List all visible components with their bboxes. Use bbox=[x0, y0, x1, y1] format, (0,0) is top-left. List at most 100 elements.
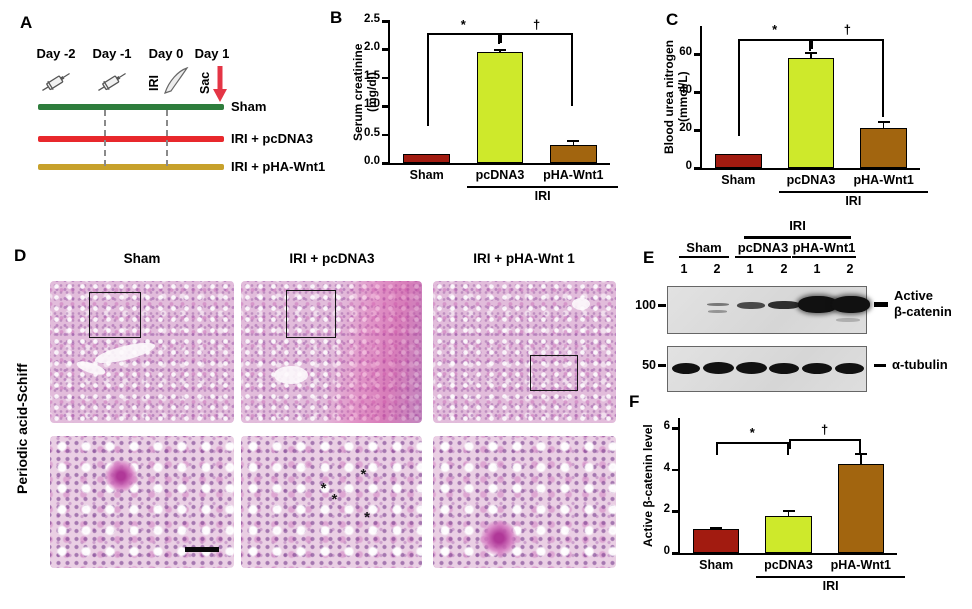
bar-sham bbox=[403, 154, 451, 163]
inset-box bbox=[529, 354, 578, 391]
y-tick-mark bbox=[382, 133, 390, 137]
group-underline bbox=[778, 191, 928, 193]
tubule-asterisk: * bbox=[320, 479, 327, 497]
blot-group-pcdna3: pcDNA3 bbox=[735, 240, 791, 258]
lane-number: 1 bbox=[813, 262, 821, 276]
sig-bracket-line bbox=[716, 441, 789, 444]
timeline-bar-iri-pcdna3 bbox=[38, 136, 224, 142]
sig-bracket-line bbox=[811, 39, 884, 42]
blot-group-pha-wnt1: pHA-Wnt1 bbox=[792, 240, 856, 258]
panel-a-letter: A bbox=[20, 13, 33, 32]
y-tick-label: 60 bbox=[679, 46, 692, 59]
y-tick-mark bbox=[694, 53, 702, 56]
timeline-bar-sham bbox=[38, 104, 224, 110]
y-tick-label: 0.5 bbox=[364, 126, 380, 139]
blot-image-alpha-tubulin bbox=[667, 346, 867, 392]
lane-number: 2 bbox=[713, 262, 721, 276]
sig-symbol: * bbox=[460, 16, 466, 32]
target-protein-label-line1: Active bbox=[894, 288, 934, 303]
tubule-asterisk: * bbox=[331, 491, 338, 509]
bar-pha-wnt1 bbox=[860, 128, 907, 168]
sig-bracket-drop bbox=[881, 39, 884, 117]
timeline-dashed-line bbox=[166, 110, 168, 166]
y-tick-mark bbox=[382, 105, 390, 108]
histology-column-iri-pha-wnt1: IRI + pHA-Wnt 1 bbox=[473, 251, 575, 266]
bar-pcdna3 bbox=[476, 52, 524, 163]
timeline-label-iri-pcdna3: IRI + pcDNA3 bbox=[231, 131, 313, 146]
y-tick-mark bbox=[672, 427, 680, 430]
error-bar-cap bbox=[494, 48, 506, 51]
glomerulus bbox=[480, 520, 517, 557]
y-tick-mark bbox=[694, 167, 702, 170]
y-tick-mark bbox=[672, 510, 680, 513]
error-bar bbox=[787, 511, 790, 516]
mw-marker-50: 50 bbox=[642, 358, 656, 372]
tubule-asterisk: * bbox=[364, 508, 370, 526]
histology-image-sham-low-mag bbox=[50, 281, 234, 423]
error-bar bbox=[882, 121, 885, 129]
chart-plot: 0.0 0.5 1.0 1.5 2.0 2.5 Sham pcDNA3 pHA-Wnt1 * † IR… bbox=[364, 13, 618, 203]
x-tick-label: Sham bbox=[721, 173, 756, 187]
y-tick-mark bbox=[382, 20, 390, 23]
bar-pcdna3 bbox=[787, 58, 835, 168]
scale-bar bbox=[185, 547, 220, 553]
inset-box bbox=[88, 292, 141, 339]
band-pointer-dash bbox=[874, 364, 886, 367]
error-bar bbox=[499, 49, 501, 53]
western-blot-panel: IRI Sham pcDNA3 pHA-Wnt1 1 2 1 2 1 2 bbox=[620, 218, 972, 402]
sig-bracket-drop bbox=[500, 33, 502, 43]
error-bar-cap bbox=[805, 52, 817, 55]
group-label: IRI bbox=[534, 189, 551, 203]
group-label: IRI bbox=[845, 194, 862, 208]
blot-band bbox=[802, 363, 832, 374]
x-tick-label: pHA-Wnt1 bbox=[853, 173, 914, 187]
x-tick-label: Sham bbox=[699, 558, 734, 572]
sig-bracket-drop bbox=[571, 33, 574, 107]
lane-number: 2 bbox=[780, 262, 788, 276]
blot-iri-overline bbox=[744, 236, 851, 239]
blot-band bbox=[769, 363, 799, 374]
histology-image-sham-high-mag bbox=[50, 436, 234, 568]
y-axis-label: Active β-catenin level bbox=[641, 424, 655, 547]
sig-bracket-drop bbox=[788, 438, 791, 450]
target-protein-label-line2: β-catenin bbox=[894, 304, 952, 319]
x-tick-label: Sham bbox=[409, 168, 444, 182]
bar-sham bbox=[715, 153, 762, 168]
y-axis-label: Blood urea nitrogen (mmol/L) bbox=[662, 40, 690, 154]
error-bar bbox=[810, 53, 812, 59]
bar-pcdna3 bbox=[765, 515, 812, 553]
syringe-icon bbox=[39, 68, 73, 101]
sig-bracket-drop bbox=[426, 33, 429, 127]
y-tick-mark bbox=[382, 76, 390, 80]
y-tick-label: 2 bbox=[663, 503, 670, 516]
group-underline bbox=[756, 576, 905, 578]
mw-marker-100: 100 bbox=[635, 298, 656, 312]
lane-number: 1 bbox=[680, 262, 688, 276]
glomerulus bbox=[105, 459, 138, 492]
bar-pha-wnt1 bbox=[837, 463, 884, 553]
y-axis-label: Serum creatinine (mg/dl) bbox=[351, 43, 379, 141]
sig-symbol: † bbox=[533, 16, 541, 32]
error-bar-cap bbox=[567, 139, 580, 142]
error-bar-cap bbox=[782, 510, 795, 513]
blot-iri-label: IRI bbox=[789, 218, 806, 233]
chart-plot: 0 20 40 60 Sham pcDNA3 pHA-Wnt1 * † IRI bbox=[679, 22, 928, 208]
x-tick-label: pcDNA3 bbox=[475, 168, 525, 182]
sig-bracket-drop bbox=[811, 39, 813, 49]
sig-bracket-drop bbox=[716, 441, 719, 456]
sig-symbol: * bbox=[772, 22, 778, 38]
y-tick-label: 1.0 bbox=[364, 98, 380, 111]
sig-bracket-line bbox=[788, 438, 861, 441]
sig-symbol: * bbox=[749, 424, 755, 440]
panel-a-timeline: Day -2 Day -1 Day 0 Day 1 IRI Sac Sham bbox=[35, 46, 340, 186]
error-bar bbox=[860, 454, 862, 464]
timeline-bar-iri-pha-wnt1 bbox=[38, 164, 224, 170]
sig-symbol: † bbox=[843, 22, 851, 38]
histology-image-iri-pha-wnt1-high-mag bbox=[433, 436, 616, 568]
panel-b-letter: B bbox=[330, 8, 343, 27]
histology-image-iri-pcdna3-low-mag bbox=[241, 281, 422, 423]
y-tick-label: 0 bbox=[685, 160, 692, 172]
lane-number: 2 bbox=[846, 262, 854, 276]
sig-bracket-drop bbox=[858, 438, 861, 453]
